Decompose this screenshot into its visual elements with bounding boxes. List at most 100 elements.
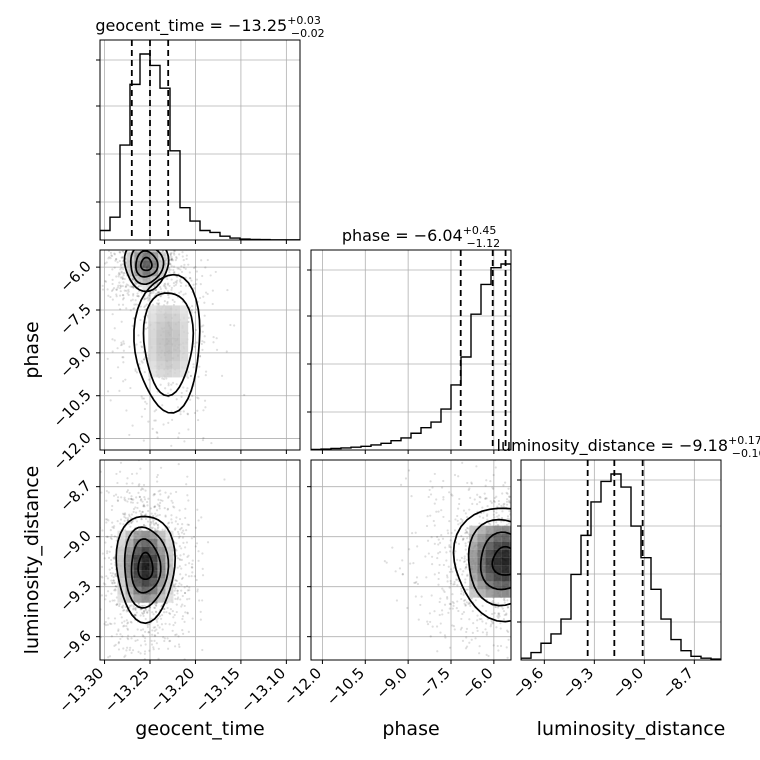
density-cell (158, 268, 167, 277)
sample-point (496, 505, 499, 508)
sample-point (104, 583, 107, 586)
sample-point (537, 645, 539, 647)
sample-point (149, 526, 152, 529)
sample-point (168, 640, 171, 643)
sample-point (555, 522, 557, 524)
sample-point (530, 617, 532, 619)
sample-point (122, 625, 125, 628)
sample-point (100, 594, 104, 597)
sample-point (130, 521, 133, 524)
sample-point (485, 497, 488, 500)
sample-point (140, 518, 143, 521)
sample-point (541, 589, 543, 591)
sample-point (138, 510, 141, 513)
sample-point (475, 465, 478, 468)
axes-frame (310, 459, 512, 661)
density-cell (525, 566, 533, 574)
sample-point (530, 572, 532, 574)
sample-point (140, 513, 143, 517)
sample-point (492, 487, 495, 490)
sample-point (104, 518, 108, 521)
sample-point (535, 580, 537, 582)
sample-point (182, 266, 186, 269)
sample-point (144, 609, 147, 612)
sample-point (134, 369, 137, 373)
sample-point (163, 639, 166, 643)
density-cell (501, 533, 510, 542)
sample-point (223, 478, 226, 481)
sample-point (142, 614, 145, 618)
sample-point (152, 240, 154, 242)
sample-point (494, 671, 496, 673)
sample-point (430, 594, 433, 597)
sample-point (431, 625, 434, 628)
sample-point (165, 245, 167, 247)
sample-point (506, 606, 509, 609)
density-cell (133, 546, 142, 555)
sample-point (113, 327, 116, 330)
sample-point (138, 246, 140, 248)
sample-point (121, 256, 124, 259)
sample-point (153, 669, 155, 671)
sample-point (516, 519, 518, 521)
sample-point (190, 309, 193, 312)
sample-point (123, 624, 126, 627)
sample-point (187, 499, 190, 502)
sample-point (515, 584, 517, 586)
sample-point (539, 527, 541, 529)
sample-point (460, 587, 463, 590)
sample-point (577, 500, 579, 502)
density-cell (125, 578, 134, 587)
sample-point (187, 428, 190, 431)
axes-frame (99, 249, 301, 451)
sample-point (132, 286, 135, 289)
sample-point (173, 506, 176, 509)
density-cell (164, 305, 173, 314)
sample-point (526, 547, 528, 549)
sample-point (112, 223, 114, 225)
sample-point (511, 633, 513, 635)
sample-point (134, 608, 137, 612)
x-tick-label: −9.0 (372, 664, 410, 702)
sample-point (154, 522, 158, 525)
sample-point (526, 569, 528, 571)
sample-point (121, 635, 124, 638)
sample-point (99, 243, 101, 245)
sample-point (153, 493, 157, 496)
sample-point (138, 495, 142, 499)
sample-point (481, 506, 484, 509)
sample-point (152, 646, 155, 649)
sample-point (451, 570, 454, 573)
density-cell (525, 558, 533, 566)
sample-point (140, 345, 143, 348)
sample-point (459, 568, 462, 571)
sample-point (497, 613, 500, 616)
density-cell (180, 345, 189, 354)
y-axis-label-luminosity_distance: luminosity_distance (21, 466, 43, 655)
sample-point (125, 609, 129, 612)
density-cell (156, 369, 165, 378)
sample-point (122, 294, 125, 297)
sample-point (167, 282, 170, 285)
sample-point (106, 357, 109, 360)
sample-point (507, 630, 510, 634)
axes-frame (520, 459, 722, 661)
sample-point (123, 620, 126, 623)
sample-point (188, 562, 191, 565)
sample-point (116, 496, 120, 499)
sample-point (155, 247, 157, 249)
sample-point (554, 608, 556, 610)
sample-point (465, 565, 468, 569)
sample-point (91, 512, 93, 514)
density-cell (117, 562, 126, 571)
sample-point (137, 334, 140, 337)
sample-point (166, 300, 169, 304)
sample-point (143, 371, 146, 374)
density-cell (142, 284, 151, 293)
sample-point (136, 294, 139, 298)
density-cell (164, 353, 173, 362)
sample-point (493, 496, 496, 500)
sample-point (126, 238, 128, 240)
sample-point (460, 534, 463, 538)
sample-point (138, 495, 141, 498)
